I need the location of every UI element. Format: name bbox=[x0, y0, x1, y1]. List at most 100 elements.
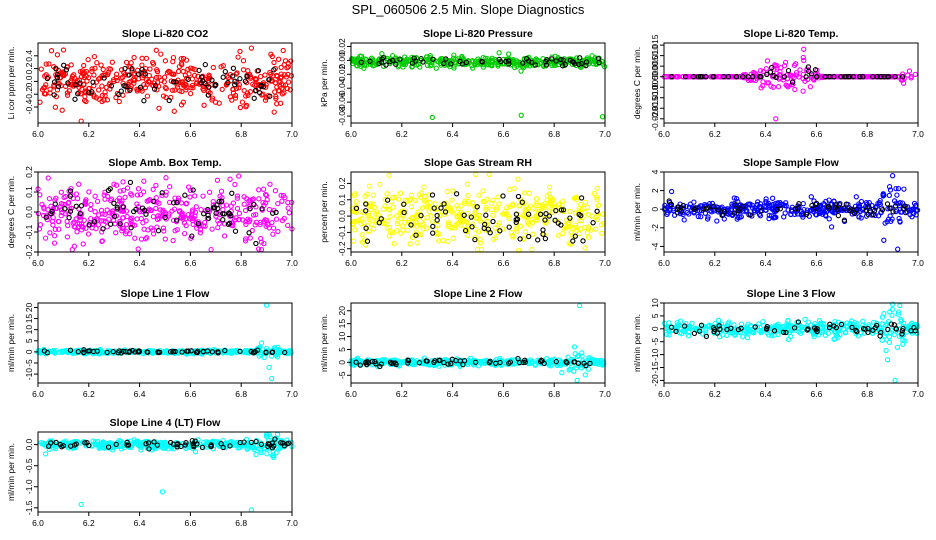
data-point bbox=[432, 358, 438, 364]
y-tick-label: -0.1 bbox=[24, 224, 34, 239]
data-point bbox=[745, 74, 751, 80]
data-point bbox=[244, 73, 250, 79]
data-point bbox=[120, 204, 126, 210]
data-point bbox=[391, 241, 397, 247]
data-point bbox=[890, 209, 896, 215]
data-point bbox=[583, 62, 589, 69]
data-point bbox=[408, 192, 415, 198]
data-point bbox=[139, 55, 145, 61]
data-point bbox=[250, 349, 256, 356]
data-point bbox=[455, 205, 461, 212]
data-point bbox=[542, 220, 548, 226]
data-point bbox=[195, 221, 202, 227]
data-point bbox=[96, 96, 102, 102]
data-point bbox=[89, 66, 95, 72]
data-point bbox=[81, 62, 87, 69]
data-point bbox=[180, 216, 186, 222]
data-point bbox=[458, 203, 464, 209]
data-point bbox=[502, 211, 508, 217]
data-point bbox=[878, 74, 884, 80]
data-point bbox=[174, 199, 180, 206]
data-point bbox=[549, 196, 556, 202]
data-point bbox=[786, 323, 793, 329]
data-point bbox=[131, 54, 137, 61]
data-point bbox=[489, 57, 495, 63]
data-point bbox=[406, 217, 412, 223]
data-point bbox=[91, 219, 98, 225]
data-point bbox=[393, 361, 399, 368]
data-point bbox=[844, 324, 850, 330]
data-point bbox=[888, 218, 894, 224]
data-point bbox=[225, 74, 231, 81]
data-point bbox=[178, 60, 185, 66]
data-point bbox=[553, 358, 559, 365]
data-point bbox=[692, 325, 699, 331]
data-point bbox=[900, 341, 906, 347]
y-tick-label: 15 bbox=[337, 319, 347, 329]
data-point bbox=[879, 337, 885, 343]
y-tick-label: 0.2 bbox=[24, 62, 34, 74]
data-point bbox=[120, 92, 126, 98]
data-point bbox=[483, 204, 489, 210]
data-point bbox=[887, 187, 894, 193]
data-point bbox=[380, 220, 386, 226]
data-point bbox=[78, 203, 85, 209]
data-point bbox=[384, 197, 391, 203]
data-point bbox=[90, 79, 96, 85]
data-point bbox=[882, 220, 888, 226]
data-point bbox=[55, 83, 62, 90]
data-point bbox=[758, 329, 764, 336]
data-point bbox=[173, 79, 179, 85]
data-point bbox=[711, 74, 717, 80]
data-point bbox=[711, 328, 717, 335]
y-tick-label: -0.2 bbox=[24, 244, 34, 259]
data-point bbox=[162, 211, 169, 218]
data-point bbox=[486, 359, 492, 366]
data-point bbox=[463, 59, 470, 66]
data-point bbox=[180, 99, 186, 105]
data-point bbox=[831, 323, 837, 329]
data-point bbox=[282, 349, 288, 356]
data-point bbox=[122, 194, 128, 200]
data-point bbox=[174, 82, 180, 88]
data-point bbox=[363, 201, 369, 207]
y-tick-label: 0.000 bbox=[650, 66, 660, 88]
data-point bbox=[546, 191, 553, 197]
data-point bbox=[410, 214, 417, 221]
x-tick-label: 6.0 bbox=[32, 258, 44, 268]
data-point bbox=[526, 58, 532, 64]
data-point bbox=[454, 202, 460, 209]
x-tick-label: 6.8 bbox=[548, 389, 560, 399]
data-point bbox=[170, 200, 177, 206]
x-tick-label: 6.8 bbox=[235, 129, 247, 139]
data-point bbox=[208, 246, 214, 253]
data-point bbox=[764, 71, 770, 78]
data-point bbox=[288, 73, 295, 79]
data-point bbox=[775, 84, 782, 90]
data-point bbox=[262, 97, 269, 103]
data-point bbox=[450, 188, 456, 194]
data-point bbox=[125, 442, 132, 448]
data-point bbox=[477, 240, 484, 246]
data-point bbox=[418, 231, 424, 238]
data-point bbox=[163, 85, 169, 92]
data-point bbox=[533, 196, 540, 202]
data-point bbox=[378, 361, 385, 367]
data-point bbox=[185, 66, 191, 72]
y-tick-label: -2 bbox=[650, 224, 660, 232]
data-point bbox=[150, 231, 157, 237]
data-point bbox=[239, 99, 246, 105]
data-point bbox=[241, 201, 247, 207]
data-point bbox=[279, 217, 286, 224]
data-point bbox=[892, 377, 898, 384]
x-tick-label: 6.8 bbox=[861, 129, 873, 139]
data-point bbox=[558, 56, 564, 63]
data-point bbox=[879, 207, 886, 213]
x-tick-label: 7.0 bbox=[912, 389, 924, 399]
data-point bbox=[408, 222, 414, 228]
data-point bbox=[59, 209, 65, 216]
data-point bbox=[271, 109, 277, 115]
data-point bbox=[112, 213, 118, 220]
data-point bbox=[222, 68, 228, 75]
data-point bbox=[777, 206, 783, 212]
